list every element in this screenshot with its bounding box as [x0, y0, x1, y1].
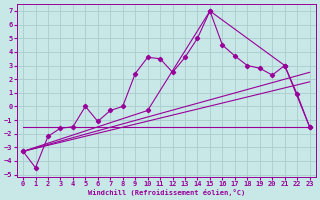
X-axis label: Windchill (Refroidissement éolien,°C): Windchill (Refroidissement éolien,°C) [88, 189, 245, 196]
